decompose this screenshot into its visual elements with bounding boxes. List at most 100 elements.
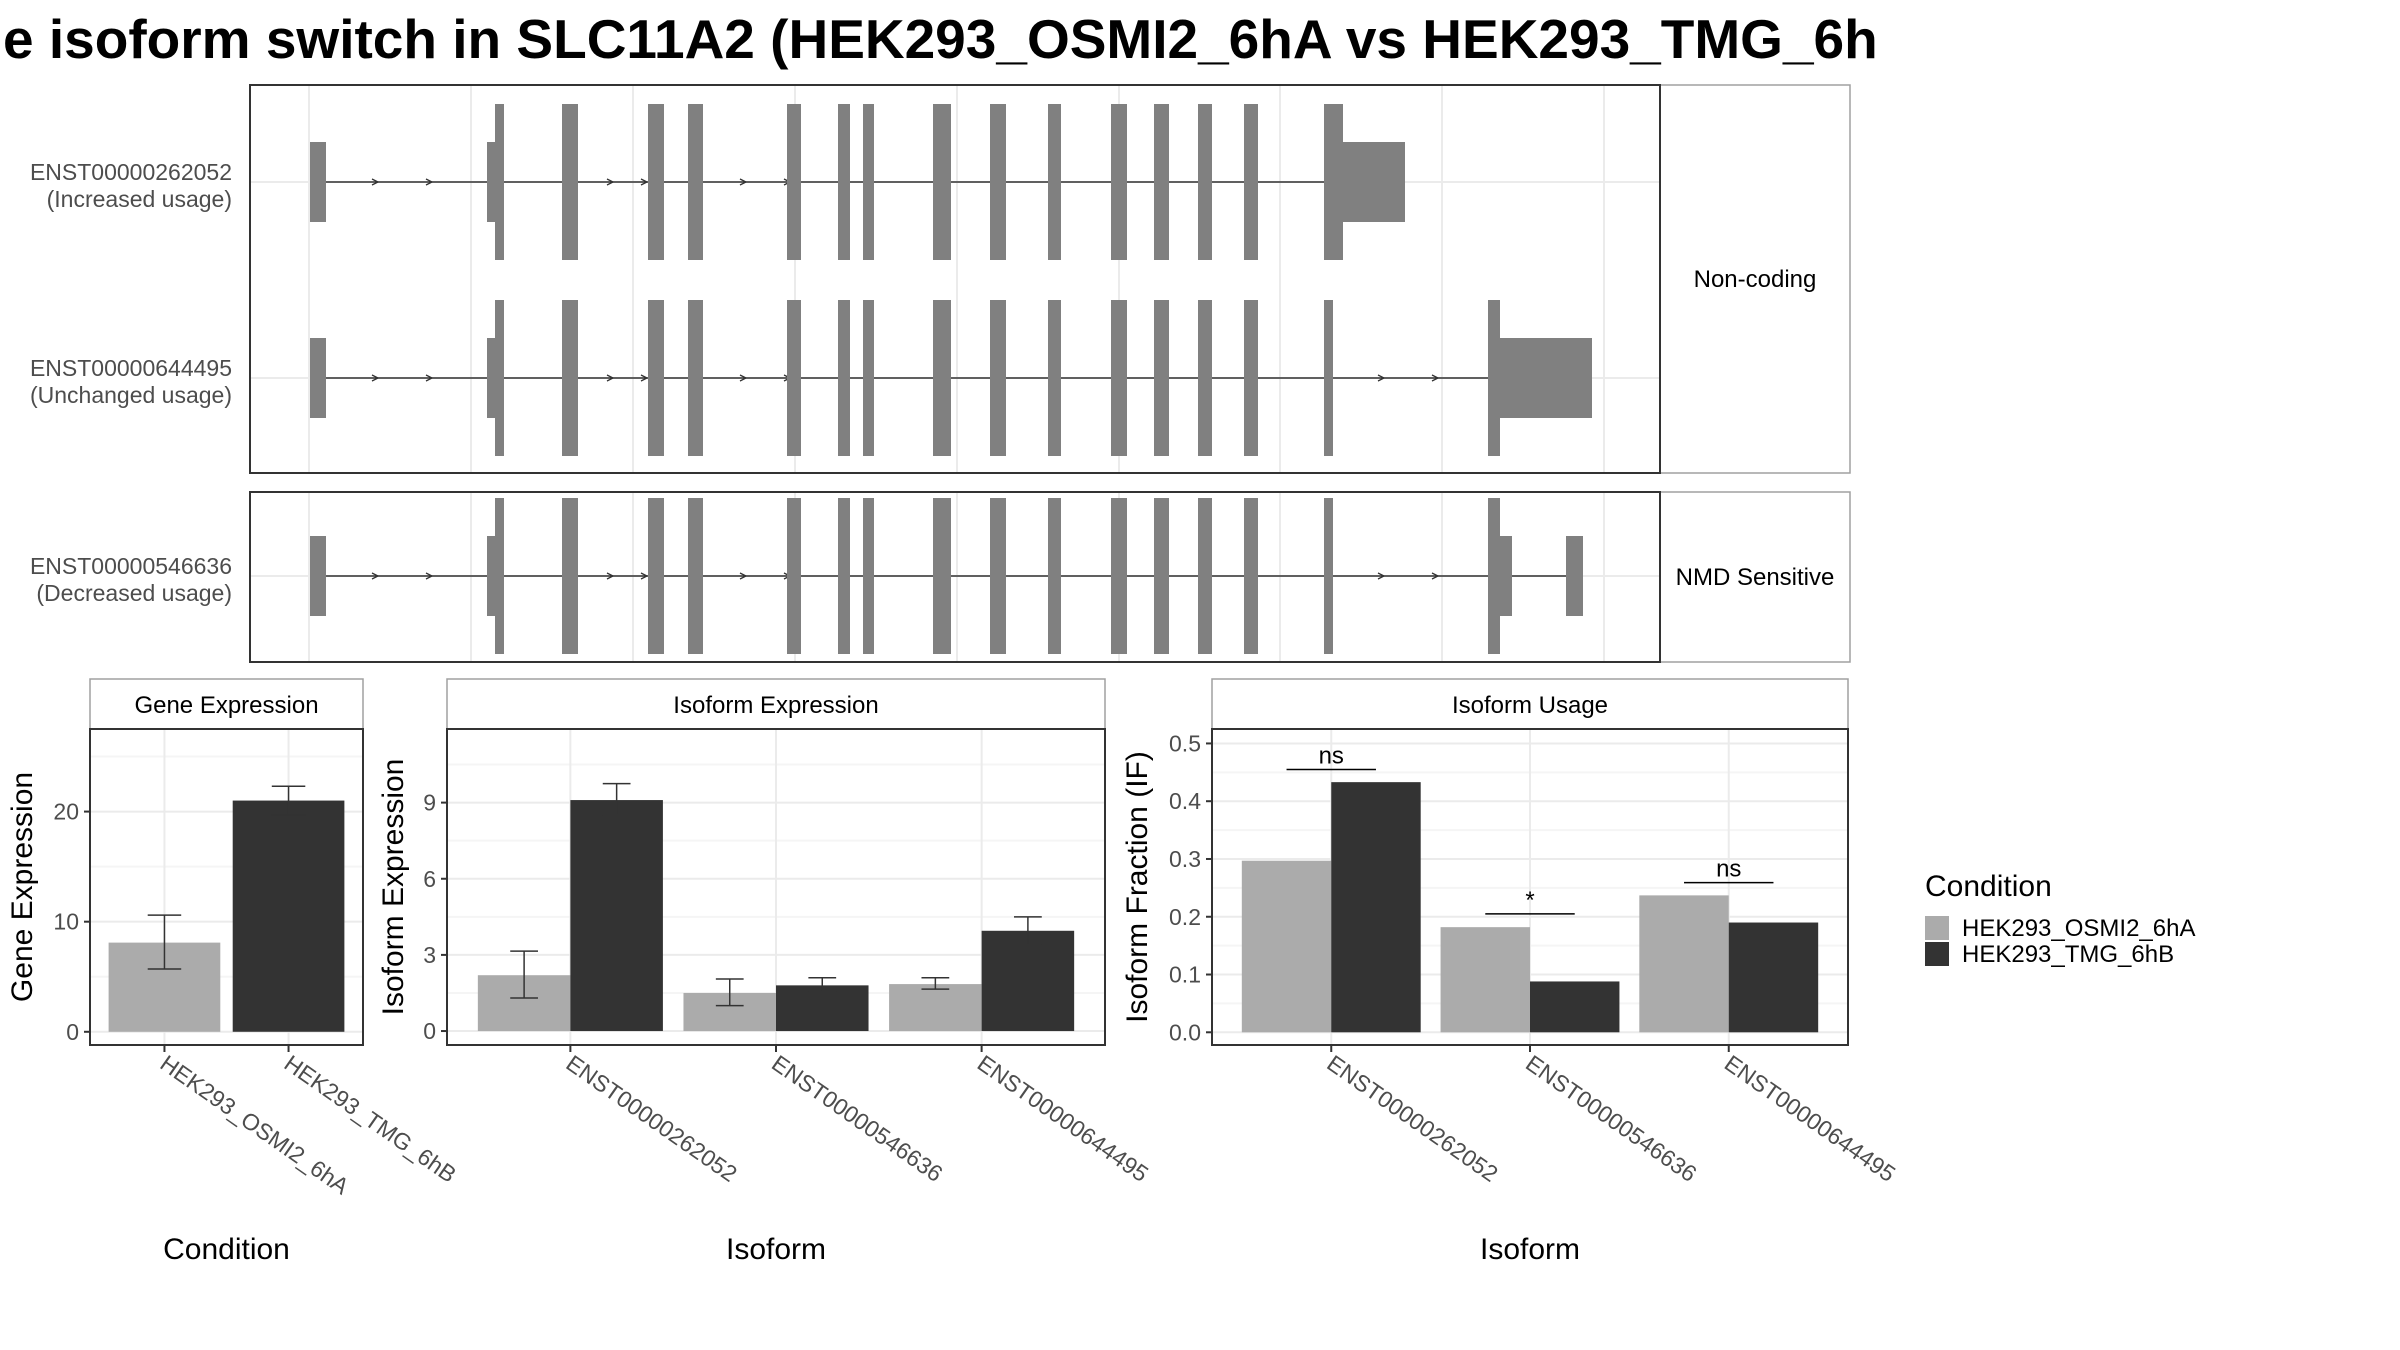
legend-key-HEK293_OSMI2_6hA [1925, 916, 1949, 940]
significance-label: ns [1319, 742, 1344, 769]
exon-block [310, 536, 326, 616]
exon-block [310, 142, 326, 222]
facet-strip [89, 678, 364, 730]
exon-block [1154, 498, 1169, 654]
bar-ENST00000644495-HEK293_OSMI2_6hA [889, 984, 982, 1032]
exon-block [838, 498, 850, 654]
exon-block [933, 104, 951, 260]
exon-block [487, 142, 497, 222]
y-tick-label: 0.5 [1169, 730, 1201, 756]
y-axis-title: Gene Expression [6, 772, 39, 1002]
bar-ENST00000262052-HEK293_TMG_6hB [1331, 782, 1421, 1033]
exon-block [648, 498, 664, 654]
plot-border [89, 728, 364, 1046]
direction-chevron [371, 178, 380, 186]
x-tick-label: ENST00000262052 [562, 1050, 742, 1187]
bar-ENST00000546636-HEK293_TMG_6hB [1530, 981, 1620, 1033]
group-strip-label: Non-coding [1694, 266, 1817, 293]
x-axis-title: Isoform [726, 1233, 826, 1266]
exon-block [990, 498, 1006, 654]
direction-chevron [640, 178, 649, 186]
group-strip-label: NMD Sensitive [1676, 564, 1835, 591]
legend-title: Condition [1925, 870, 2052, 903]
exon-block [1198, 104, 1212, 260]
y-tick-label: 0 [66, 1019, 79, 1045]
y-tick-label: 6 [423, 866, 436, 892]
exon-block [562, 104, 578, 260]
transcript-group-1: Non-coding ENST00000262052(Increased usag… [30, 84, 1851, 474]
facet-strip-label: Isoform Expression [673, 692, 878, 719]
facet-strip [446, 678, 1106, 730]
exon-block [688, 104, 703, 260]
x-axis-title: Condition [163, 1233, 290, 1266]
facet-strip-label: Isoform Usage [1452, 692, 1608, 719]
transcript-group-2: NMD Sensitive ENST00000546636(Decreased u… [30, 491, 1851, 663]
direction-chevron [739, 572, 748, 580]
exon-block [863, 300, 874, 456]
x-tick-label: ENST00000546636 [1521, 1050, 1701, 1187]
significance-label: ns [1716, 856, 1741, 883]
direction-chevron [606, 572, 615, 580]
figure-title: e isoform switch in SLC11A2 (HEK293_OSMI… [3, 8, 1878, 70]
facet-strip-label: Gene Expression [134, 692, 318, 719]
y-tick-label: 10 [53, 909, 79, 935]
direction-chevron [739, 178, 748, 186]
direction-chevron [1431, 374, 1440, 382]
exon-block [787, 104, 801, 260]
exon-block [990, 300, 1006, 456]
isoform-id-label: ENST00000262052 [30, 159, 232, 185]
exon-block [1111, 104, 1127, 260]
bar-ENST00000644495-HEK293_TMG_6hB [981, 930, 1075, 1032]
exon-block [1048, 300, 1061, 456]
transcript-row-ENST00000644495: ENST00000644495(Unchanged usage) [30, 300, 1592, 456]
group-strip [1659, 491, 1851, 663]
transcript-row-ENST00000262052: ENST00000262052(Increased usage) [30, 104, 1405, 260]
exon-block [1343, 142, 1405, 222]
direction-chevron [371, 572, 380, 580]
facet-strip [1211, 678, 1849, 730]
exon-block [487, 338, 497, 418]
bar-ENST00000546636-HEK293_OSMI2_6hA [1440, 927, 1530, 1033]
gene-expression-plot: Gene Expression01020HEK293_OSMI2_6hAHEK2… [6, 678, 461, 1266]
direction-chevron [640, 374, 649, 382]
exon-block [838, 300, 850, 456]
x-tick-label: ENST00000644495 [1720, 1050, 1900, 1187]
y-tick-label: 0 [423, 1018, 436, 1044]
direction-chevron [739, 374, 748, 382]
exon-block [1154, 300, 1169, 456]
exon-block [495, 498, 504, 654]
y-tick-label: 0.2 [1169, 904, 1201, 930]
y-tick-label: 0.1 [1169, 962, 1201, 988]
exon-block [1244, 498, 1258, 654]
isoform-usage-label: (Increased usage) [47, 186, 232, 212]
exon-block [1198, 498, 1212, 654]
y-tick-label: 0.3 [1169, 846, 1201, 872]
legend-key-HEK293_TMG_6hB [1925, 942, 1949, 966]
exon-block [1198, 300, 1212, 456]
bar-ENST00000262052-HEK293_TMG_6hB [570, 800, 663, 1032]
exon-block [562, 300, 578, 456]
exon-block [863, 104, 874, 260]
exon-block [1048, 498, 1061, 654]
exon-block [1111, 300, 1127, 456]
exon-block [1111, 498, 1127, 654]
transcript-panel-background [250, 85, 1660, 473]
transcript-row-ENST00000546636: ENST00000546636(Decreased usage) [30, 498, 1583, 654]
y-tick-label: 20 [53, 799, 79, 825]
exon-block [648, 104, 664, 260]
exon-block [1500, 536, 1512, 616]
exon-block [1566, 536, 1583, 616]
significance-label: * [1525, 887, 1534, 914]
exon-block [863, 498, 874, 654]
exon-block [787, 300, 801, 456]
y-axis-title: Isoform Fraction (IF) [1121, 751, 1154, 1023]
exon-block [1244, 300, 1258, 456]
exon-block [1324, 300, 1333, 456]
x-axis-title: Isoform [1480, 1233, 1580, 1266]
exon-block [1324, 498, 1333, 654]
y-axis-title: Isoform Expression [377, 759, 410, 1016]
transcript-panel-border [249, 491, 1661, 663]
bar-HEK293_TMG_6hB [232, 800, 345, 1032]
